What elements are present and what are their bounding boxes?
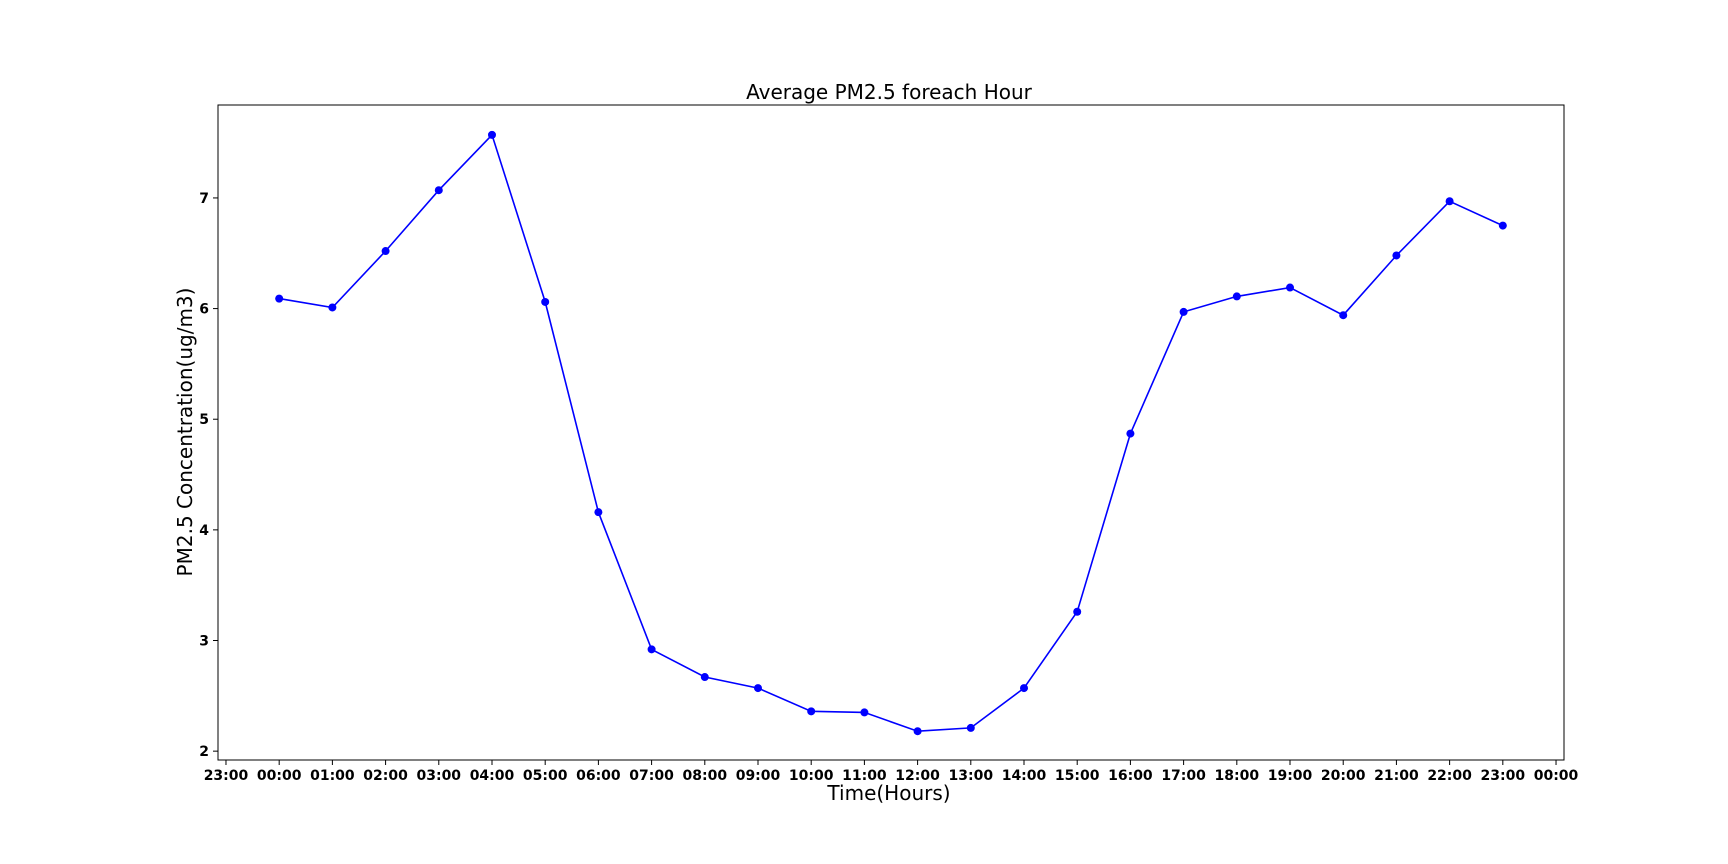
- x-tick-label: 23:00: [1481, 768, 1526, 784]
- x-tick-label: 10:00: [789, 768, 834, 784]
- data-point-1900: [1286, 283, 1295, 292]
- x-tick-label: 20:00: [1321, 768, 1366, 784]
- x-tick-label: 04:00: [470, 768, 515, 784]
- data-point-0100: [328, 303, 337, 312]
- data-point-2200: [1445, 197, 1454, 206]
- x-tick-label: 09:00: [736, 768, 781, 784]
- x-tick-label: 06:00: [576, 768, 621, 784]
- data-point-2300: [1498, 221, 1507, 230]
- data-point-0800: [700, 673, 709, 682]
- data-point-2000: [1339, 311, 1348, 320]
- data-point-1500: [1073, 607, 1082, 616]
- x-tick-label: 22:00: [1427, 768, 1472, 784]
- x-tick-label: 15:00: [1055, 768, 1100, 784]
- data-point-1600: [1126, 429, 1135, 438]
- data-point-1300: [966, 723, 975, 732]
- x-tick-label: 23:00: [204, 768, 249, 784]
- chart-title: Average PM2.5 foreach Hour: [746, 80, 1033, 104]
- x-tick-label: 01:00: [310, 768, 355, 784]
- x-tick-label: 11:00: [842, 768, 887, 784]
- data-point-1000: [807, 707, 816, 716]
- data-point-0500: [541, 297, 550, 306]
- y-axis: 2 3 4 5 6 7: [199, 191, 218, 760]
- x-tick-label: 16:00: [1108, 768, 1153, 784]
- x-tick-label: 17:00: [1161, 768, 1206, 784]
- x-tick-label: 05:00: [523, 768, 568, 784]
- data-point-1800: [1232, 292, 1241, 301]
- data-point-0700: [647, 645, 656, 654]
- y-tick-label: 6: [199, 302, 209, 318]
- y-tick-label: 7: [199, 191, 209, 207]
- x-axis: 23:00 00:00 01:00 02:00 03:00 04:00 05:00 06:00…: [204, 760, 1579, 784]
- x-tick-label: 00:00: [1534, 768, 1579, 784]
- data-point-1700: [1179, 307, 1188, 316]
- data-point-0900: [753, 684, 762, 693]
- data-point-1200: [913, 727, 922, 736]
- data-point-0400: [487, 130, 496, 139]
- x-tick-label: 07:00: [629, 768, 674, 784]
- y-tick-label: 3: [199, 634, 209, 650]
- data-point-1100: [860, 708, 869, 717]
- data-point-0000: [275, 294, 284, 303]
- data-point-0200: [381, 247, 390, 256]
- x-tick-label: 14:00: [1002, 768, 1047, 784]
- y-tick-label: 2: [199, 744, 209, 760]
- plot-frame: [217, 104, 1565, 761]
- x-tick-label: 03:00: [416, 768, 461, 784]
- series-points: [275, 130, 1507, 736]
- y-tick-label: 4: [199, 523, 209, 539]
- x-axis-label: Time(Hours): [826, 781, 950, 805]
- data-point-2100: [1392, 251, 1401, 260]
- x-tick-label: 19:00: [1268, 768, 1313, 784]
- series-line: [279, 133, 1504, 733]
- x-tick-label: 02:00: [363, 768, 408, 784]
- y-axis-label: PM2.5 Concentration(ug/m3): [173, 288, 197, 577]
- x-tick-label: 00:00: [257, 768, 302, 784]
- x-tick-label: 13:00: [949, 768, 994, 784]
- y-tick-label: 5: [199, 412, 209, 428]
- x-tick-label: 21:00: [1374, 768, 1419, 784]
- data-point-0300: [434, 186, 443, 195]
- data-point-1400: [1020, 684, 1029, 693]
- x-tick-label: 12:00: [895, 768, 940, 784]
- data-point-0600: [594, 508, 603, 517]
- x-tick-label: 18:00: [1215, 768, 1260, 784]
- x-tick-label: 08:00: [683, 768, 728, 784]
